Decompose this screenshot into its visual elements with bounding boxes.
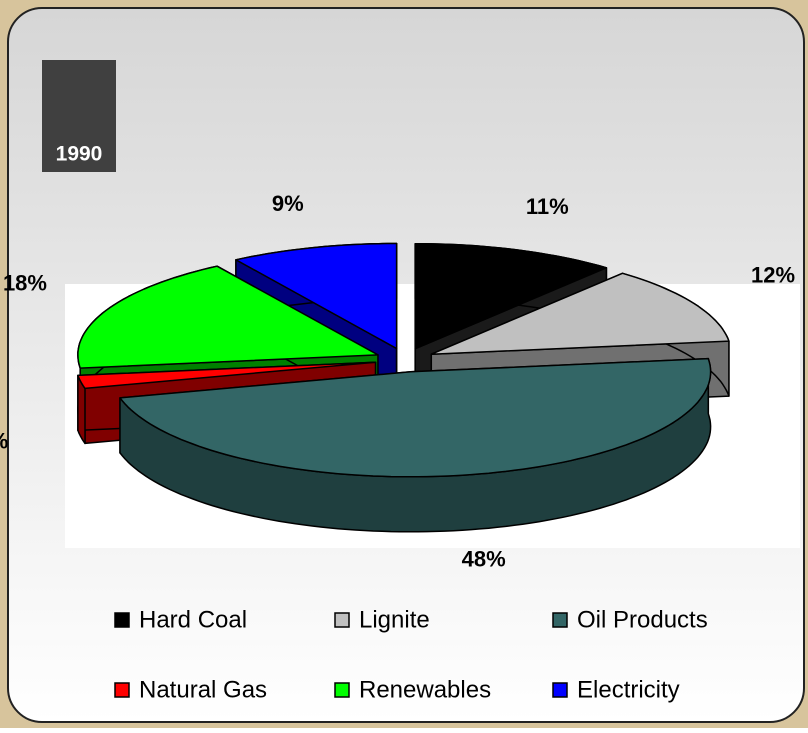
pie: 11% 12% 48% 2% 18% 9% — [0, 191, 795, 571]
data-label: 48% — [462, 547, 506, 572]
slice — [414, 242, 608, 350]
slice — [119, 357, 712, 478]
slice — [77, 265, 379, 369]
legend-swatch — [552, 682, 568, 698]
data-label: 12% — [751, 262, 795, 287]
legend-label: Lignite — [359, 606, 430, 633]
legend-label: Renewables — [359, 676, 491, 703]
legend-swatch — [334, 682, 350, 698]
slice — [235, 242, 398, 350]
data-label: 18% — [3, 271, 47, 296]
legend-label: Natural Gas — [139, 676, 267, 703]
legend: Hard Coal Lignite Oil Products Natural Gas R… — [114, 606, 708, 703]
legend-label: Hard Coal — [139, 606, 247, 633]
title-box — [42, 60, 116, 172]
data-label: 11% — [526, 194, 569, 219]
legend-label: Oil Products — [577, 606, 708, 633]
legend-swatch — [552, 612, 568, 628]
chart-title: 1990 — [56, 143, 103, 166]
data-label: 9% — [272, 191, 304, 216]
legend-swatch — [114, 612, 130, 628]
legend-label: Electricity — [577, 676, 680, 703]
slice — [430, 272, 730, 355]
slice — [77, 361, 377, 390]
legend-swatch — [114, 682, 130, 698]
data-label: 2% — [0, 429, 8, 454]
legend-swatch — [334, 612, 350, 628]
